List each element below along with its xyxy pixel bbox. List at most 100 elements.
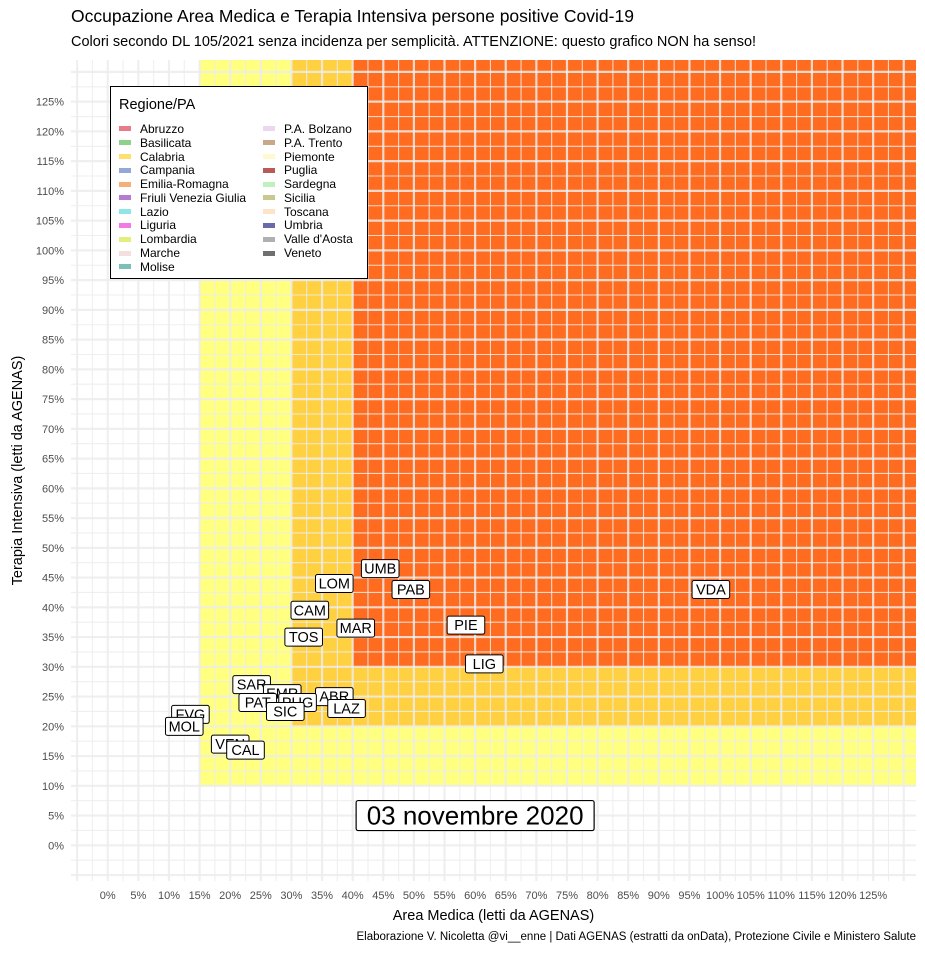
x-tick-label: 55% (433, 890, 455, 902)
point-label-text: TOS (289, 630, 319, 646)
point-label-box (336, 618, 376, 638)
x-tick-label: 20% (219, 890, 241, 902)
legend-item: Sicilia (263, 191, 353, 205)
date-annotation-box (355, 799, 595, 832)
legend-item: Calabria (119, 150, 246, 164)
x-tick-label: 45% (372, 890, 394, 902)
y-tick-label: 55% (42, 513, 64, 525)
x-tick-label: 30% (280, 890, 302, 902)
legend-label: Lazio (140, 204, 169, 219)
legend-item: Umbria (263, 218, 353, 233)
legend-item: Friuli Venezia Giulia (119, 191, 246, 205)
legend-item: Abruzzo (119, 122, 246, 136)
legend-swatch (263, 222, 275, 228)
legend-label: Valle d'Aosta (284, 232, 353, 247)
y-tick-label: 120% (36, 126, 64, 138)
legend-swatch (119, 126, 131, 132)
date-annotation: 03 novembre 2020 (355, 799, 595, 832)
x-tick-label: 115% (798, 890, 826, 902)
point-label-box (266, 701, 305, 721)
point-label-text: LIG (473, 657, 496, 673)
point-label-box (691, 579, 731, 599)
date-annotation-text: 03 novembre 2020 (367, 801, 584, 831)
y-tick-label: 0% (48, 840, 64, 852)
legend-swatch (119, 181, 131, 187)
x-tick-label: 65% (495, 890, 517, 902)
legend-swatch (263, 181, 275, 187)
x-tick-label: 5% (130, 890, 146, 902)
y-tick-label: 35% (42, 632, 64, 644)
point-label-vda: VDA (691, 579, 731, 599)
tick-labels: 0% 5% 10% 15% 20% 25% 30% 35% 40% 45% 50% 55% 60% 65%… (36, 97, 888, 902)
x-tick-label: 10% (158, 890, 180, 902)
legend-swatch (263, 167, 275, 173)
point-label-box (164, 716, 204, 736)
legend-item: Basilicata (119, 136, 246, 150)
legend-swatch (119, 140, 131, 146)
legend-label: Marche (140, 246, 181, 261)
x-tick-label: 50% (403, 890, 425, 902)
point-label-box (360, 559, 400, 579)
legend-label: P.A. Bolzano (284, 121, 352, 136)
point-label-box (465, 654, 504, 674)
point-label-sic: SIC (266, 701, 305, 721)
legend-label: Basilicata (140, 135, 192, 150)
x-tick-label: 0% (100, 890, 116, 902)
legend-swatch (119, 195, 131, 201)
point-label-laz: LAZ (327, 698, 366, 718)
legend-label: Emilia-Romagna (140, 177, 229, 192)
legend-title: Regione/PA (119, 97, 196, 113)
x-tick-label: 105% (737, 890, 765, 902)
data-labels: UMBLOMPABVDACAMMARPIETOSLIGSARABREMRPUGP… (164, 559, 731, 760)
point-label-pab: PAB (391, 579, 431, 599)
point-label-text: CAL (231, 743, 259, 759)
point-label-text: UMB (364, 562, 396, 578)
legend-item: Lombardia (119, 232, 246, 246)
legend-label: Friuli Venezia Giulia (140, 190, 247, 205)
legend-swatch (119, 209, 131, 215)
point-label-text: VDA (696, 582, 726, 598)
y-tick-label: 25% (42, 692, 64, 704)
legend-label: Molise (140, 259, 175, 274)
legend-swatch (119, 153, 131, 159)
point-label-text: MAR (340, 621, 372, 637)
legend-swatch (263, 236, 275, 242)
x-tick-label: 125% (859, 890, 887, 902)
point-label-text: PAB (397, 582, 425, 598)
legend-item: Marche (119, 246, 246, 260)
point-label-box (327, 698, 366, 718)
legend-item: Campania (119, 163, 246, 177)
y-tick-label: 60% (42, 483, 64, 495)
legend-item: Puglia (263, 163, 353, 177)
legend-label: Liguria (140, 218, 177, 233)
chart-subtitle: Colori secondo DL 105/2021 senza inciden… (71, 34, 757, 50)
y-tick-label: 105% (36, 216, 64, 228)
point-label-box (226, 740, 265, 760)
point-label-box (446, 615, 486, 635)
y-tick-label: 75% (42, 394, 64, 406)
y-tick-label: 30% (42, 662, 64, 674)
point-label-cam: CAM (290, 600, 330, 620)
legend-label: Toscana (284, 204, 329, 219)
point-label-mar: MAR (336, 618, 376, 638)
legend-item: Sardegna (263, 177, 353, 191)
zone-rossa (352, 60, 917, 667)
x-tick-label: 70% (525, 890, 547, 902)
y-tick-label: 115% (37, 156, 65, 168)
legend-swatch (119, 222, 131, 228)
y-tick-label: 110% (37, 186, 65, 198)
point-label-text: MOL (169, 719, 200, 735)
y-tick-label: 85% (42, 335, 64, 347)
y-tick-label: 125% (36, 97, 64, 109)
y-tick-label: 95% (42, 275, 64, 287)
point-label-cal: CAL (226, 740, 265, 760)
legend-swatch (119, 250, 131, 256)
legend-item: Toscana (263, 205, 353, 219)
legend-label: Umbria (284, 218, 323, 233)
x-tick-label: 120% (828, 890, 856, 902)
legend-label: Sicilia (284, 190, 316, 205)
x-tick-label: 85% (617, 890, 639, 902)
point-label-lom: LOM (314, 574, 354, 594)
chart-caption: Elaborazione V. Nicoletta @vi__enne | Da… (356, 931, 917, 943)
